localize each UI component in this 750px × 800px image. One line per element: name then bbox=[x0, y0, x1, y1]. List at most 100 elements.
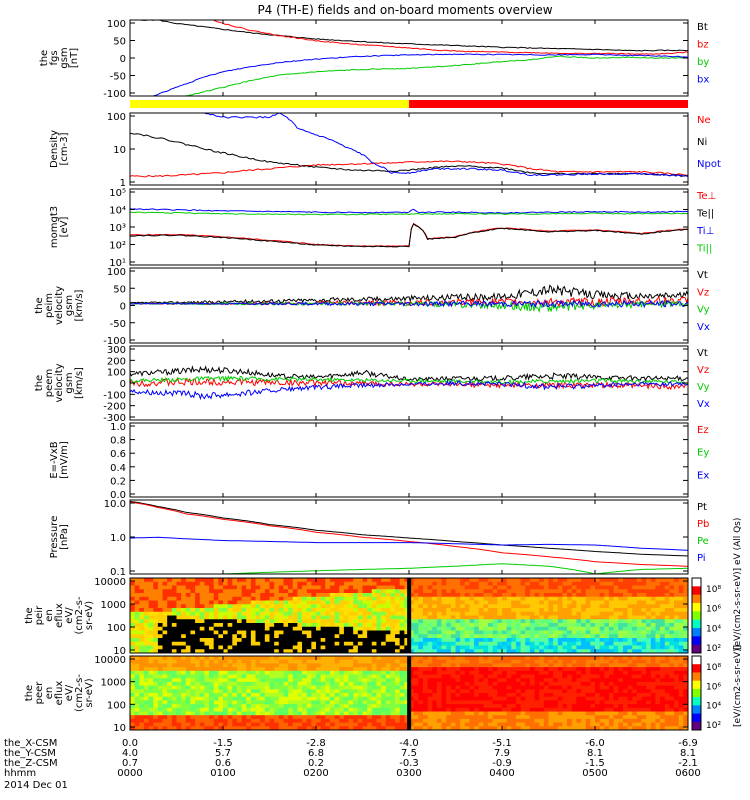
y-tick-label-peem: -100 bbox=[103, 390, 126, 401]
legend-entry-mom: Ti|| bbox=[696, 244, 712, 255]
colorbar-swatch bbox=[692, 656, 701, 665]
y-axis-label-density: [cm-3] bbox=[59, 132, 70, 165]
y-tick-label-mom: 10¹ bbox=[109, 258, 126, 269]
series-line-density-0 bbox=[130, 160, 688, 178]
panel-efield bbox=[129, 422, 689, 498]
y-tick-label-mom: 10⁴ bbox=[109, 206, 126, 217]
y-axis-label-peer: eV/ bbox=[64, 684, 75, 701]
legend-entry-peim: Vy bbox=[697, 305, 710, 316]
colorbar-swatch bbox=[692, 713, 701, 723]
y-axis-label-peir: peir bbox=[34, 605, 45, 625]
y-tick-label-density: 1 bbox=[120, 178, 126, 189]
x-tick-label: -2.8 bbox=[306, 738, 326, 749]
x-tick-label: 4.0 bbox=[122, 748, 138, 759]
y-tick-label-pressure: 10.0 bbox=[104, 499, 126, 510]
x-tick-label: 0200 bbox=[303, 768, 328, 779]
y-tick-label-peir: 10 bbox=[113, 646, 126, 657]
x-tick-label: 0500 bbox=[582, 768, 607, 779]
x-tick-label: -5.1 bbox=[492, 738, 512, 749]
y-axis-label-fgs: [nT] bbox=[69, 48, 80, 68]
y-axis-label-peer: the bbox=[24, 685, 35, 701]
legend-entry-peim: Vx bbox=[697, 322, 710, 333]
y-axis-label-mom: momgt3 bbox=[49, 206, 60, 248]
x-tick-label: 7.9 bbox=[494, 748, 510, 759]
colorbar-swatch bbox=[692, 680, 701, 690]
x-tick-label: 7.5 bbox=[401, 748, 417, 759]
y-axis-label-peim: peim bbox=[44, 293, 55, 318]
y-axis-label-peer: en bbox=[44, 687, 55, 700]
legend-entry-mom: Te|| bbox=[696, 209, 714, 220]
series-line-peim-2 bbox=[130, 299, 688, 314]
x-tick-label: 0.0 bbox=[122, 738, 138, 749]
y-axis-label-peim: velocity bbox=[54, 286, 65, 325]
series-line-peim-0 bbox=[130, 284, 688, 305]
panel-pressure bbox=[129, 499, 689, 575]
legend-entry-peim: Vz bbox=[697, 287, 709, 298]
x-tick-label: 0000 bbox=[117, 768, 142, 779]
x-tick-label: 0400 bbox=[489, 768, 514, 779]
y-tick-label-mom: 10⁵ bbox=[109, 188, 126, 199]
y-axis-label-efield: [mV/m] bbox=[59, 441, 70, 479]
colorbar-tick-label: 10⁴ bbox=[706, 702, 721, 712]
panel-peir bbox=[129, 577, 702, 654]
colorbar-swatch bbox=[692, 705, 701, 715]
y-axis-label-peim: gsm bbox=[64, 295, 75, 316]
legend-entry-pressure: Pe bbox=[697, 536, 709, 547]
y-tick-label-efield: 0.6 bbox=[110, 449, 126, 460]
legend-entry-peem: Vt bbox=[697, 348, 708, 359]
x-tick-label: 0.6 bbox=[215, 758, 231, 769]
y-axis-label-peim: the bbox=[34, 297, 45, 313]
series-line-density-2 bbox=[204, 113, 688, 177]
series-line-mom-1 bbox=[130, 223, 688, 248]
y-axis-label-peem: peem bbox=[44, 369, 55, 397]
x-tick-label: -6.0 bbox=[585, 738, 605, 749]
series-line-fgs-2 bbox=[185, 55, 688, 96]
series-line-pressure-0 bbox=[130, 500, 688, 557]
legend-entry-mom: Te⊥ bbox=[696, 191, 716, 202]
legend-entry-density: Ne bbox=[697, 115, 711, 126]
y-tick-label-peer: 100 bbox=[107, 700, 126, 711]
y-axis-label-pressure: Pressure bbox=[49, 516, 60, 559]
y-tick-label-peer: 10 bbox=[113, 723, 126, 734]
y-tick-label-pressure: 1.0 bbox=[110, 533, 126, 544]
y-tick-label-peim: 0 bbox=[120, 302, 126, 313]
y-axis-label-peir: en bbox=[44, 609, 55, 622]
y-axis-label-peem: gsm bbox=[64, 372, 75, 393]
legend-entry-mom: Ti⊥ bbox=[696, 226, 714, 237]
y-tick-label-efield: 0.4 bbox=[110, 463, 126, 474]
y-axis-label-mom: [eV] bbox=[59, 217, 70, 238]
colorbar-label: [eV/(cm2-s-sr-eV)] bbox=[733, 645, 743, 727]
colorbar-swatch bbox=[692, 578, 701, 587]
series-line-fgs-1 bbox=[213, 20, 688, 55]
colorbar-swatch bbox=[692, 636, 701, 646]
y-tick-label-pressure: 0.1 bbox=[110, 567, 126, 578]
y-tick-label-efield: 1.0 bbox=[110, 422, 126, 433]
colorbar-swatch bbox=[692, 603, 701, 612]
y-tick-label-peim: -50 bbox=[110, 319, 126, 330]
x-tick-label: -1.5 bbox=[585, 758, 605, 769]
y-axis-label-peer: eflux bbox=[54, 681, 65, 706]
y-axis-label-peim: [km/s] bbox=[74, 289, 85, 321]
y-tick-label-mom: 10³ bbox=[109, 223, 126, 234]
series-line-pressure-3 bbox=[130, 536, 688, 551]
colorbar-tick-label: 10⁴ bbox=[706, 624, 721, 634]
panel-peem bbox=[129, 345, 689, 421]
date-label: 2014 Dec 01 bbox=[4, 780, 68, 791]
colorbar-tick-label: 10⁸ bbox=[706, 585, 721, 595]
series-line-fgs-0 bbox=[130, 20, 688, 52]
legend-entry-fgs: bx bbox=[697, 75, 709, 86]
y-tick-label-density: 10 bbox=[113, 145, 126, 156]
x-axis-row-label: hhmm bbox=[4, 768, 36, 779]
colorbar-swatch bbox=[692, 619, 701, 629]
y-axis-label-fgs: fgs bbox=[49, 50, 60, 65]
legend-entry-fgs: by bbox=[697, 57, 709, 68]
y-tick-label-efield: 0.2 bbox=[110, 476, 126, 487]
colorbar-swatch bbox=[692, 611, 701, 621]
series-line-fgs-3 bbox=[153, 53, 688, 96]
y-tick-label-peir: 100 bbox=[107, 623, 126, 634]
x-tick-label: -1.5 bbox=[213, 738, 233, 749]
colorbar-swatch bbox=[692, 697, 701, 706]
plot-title: P4 (TH-E) fields and on-board moments ov… bbox=[257, 3, 552, 17]
colorbar-swatch bbox=[692, 586, 701, 596]
legend-entry-fgs: Bt bbox=[697, 22, 708, 33]
